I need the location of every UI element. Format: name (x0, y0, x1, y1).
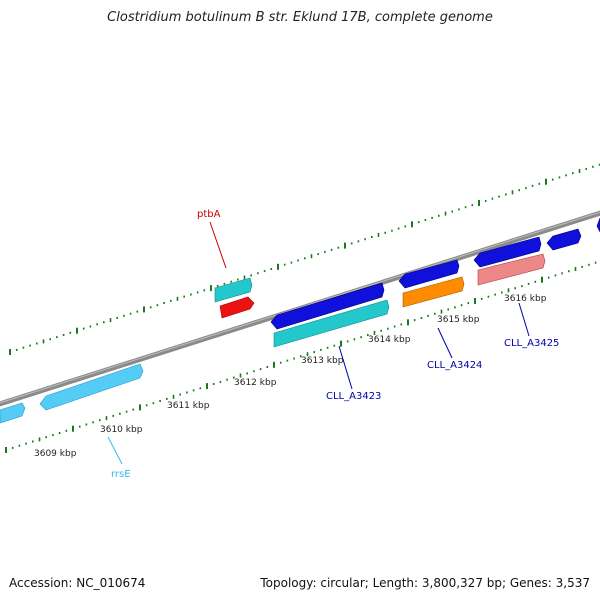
genome-title: Clostridium botulinum B str. Eklund 17B,… (107, 10, 493, 25)
accession-text: Accession: NC_010674 (9, 576, 146, 590)
scale-label-3614: 3614 kbp (368, 335, 411, 345)
genome-backbone-highlight (0, 211, 600, 404)
gene-rrsE[interactable] (39, 363, 144, 411)
lower-tick-row (5, 261, 597, 453)
topology-text: Topology: circular; Length: 3,800,327 bp… (260, 576, 590, 590)
gene-CLL_A3425-blue[interactable] (473, 236, 542, 268)
gene-features (0, 217, 600, 424)
scale-label-3613: 3613 kbp (301, 356, 344, 366)
label-leaders (107, 221, 530, 465)
gene-labels: ptbA rrsE CLL_A3423 CLL_A3424 CLL_A3425 (111, 209, 559, 480)
scale-label-3611: 3611 kbp (167, 401, 210, 411)
gene-right-blue-2[interactable] (596, 217, 600, 233)
gene-CLL_A3423-blue[interactable] (270, 282, 385, 330)
gene-CLL_A3423-cyan[interactable] (273, 299, 390, 348)
scale-label-3610: 3610 kbp (100, 425, 143, 435)
scale-labels: 3609 kbp 3610 kbp 3611 kbp 3612 kbp 3613… (34, 294, 547, 459)
scale-label-3616: 3616 kbp (504, 294, 547, 304)
scale-label-3615: 3615 kbp (437, 315, 480, 325)
gene-label-ptbA[interactable]: ptbA (197, 209, 221, 220)
scale-label-3612: 3612 kbp (234, 378, 277, 388)
gene-CLL_A3424-blue[interactable] (398, 259, 460, 289)
gene-ptbA-cyan[interactable] (214, 277, 253, 303)
gene-rrsE-left[interactable] (0, 402, 26, 424)
gene-CLL_A3425[interactable] (477, 253, 546, 286)
gene-label-CLL_A3423[interactable]: CLL_A3423 (326, 391, 381, 402)
gene-label-rrsE[interactable]: rrsE (111, 469, 131, 480)
gene-ptbA[interactable] (219, 296, 255, 319)
gene-label-CLL_A3425[interactable]: CLL_A3425 (504, 338, 559, 349)
gene-label-CLL_A3424[interactable]: CLL_A3424 (427, 360, 482, 371)
upper-tick-row (9, 163, 600, 355)
scale-label-3609: 3609 kbp (34, 449, 77, 459)
gene-CLL_A3424[interactable] (402, 276, 465, 308)
gene-right-blue-1[interactable] (546, 228, 582, 251)
